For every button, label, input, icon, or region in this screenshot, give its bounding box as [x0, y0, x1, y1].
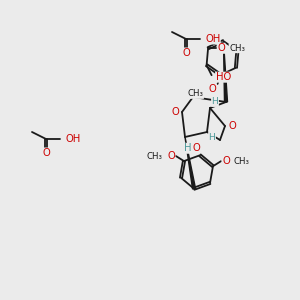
Text: O: O	[167, 151, 175, 161]
Polygon shape	[224, 41, 227, 102]
Text: O: O	[208, 84, 216, 94]
Polygon shape	[185, 137, 196, 189]
Text: O: O	[42, 148, 50, 158]
Text: HO: HO	[216, 72, 231, 82]
Text: CH₃: CH₃	[234, 157, 250, 166]
Text: H: H	[208, 133, 215, 142]
Text: OH: OH	[65, 134, 80, 144]
Text: CH₃: CH₃	[229, 44, 245, 53]
Text: O: O	[228, 121, 236, 131]
Text: O: O	[182, 48, 190, 58]
Text: H: H	[184, 143, 192, 153]
Text: H: H	[212, 98, 218, 106]
Text: O: O	[171, 107, 179, 117]
Text: O: O	[222, 156, 230, 166]
Text: OH: OH	[205, 34, 220, 44]
Text: O: O	[217, 43, 225, 53]
Text: CH₃: CH₃	[147, 152, 163, 160]
Text: O: O	[192, 143, 200, 153]
Text: CH₃: CH₃	[188, 89, 203, 98]
